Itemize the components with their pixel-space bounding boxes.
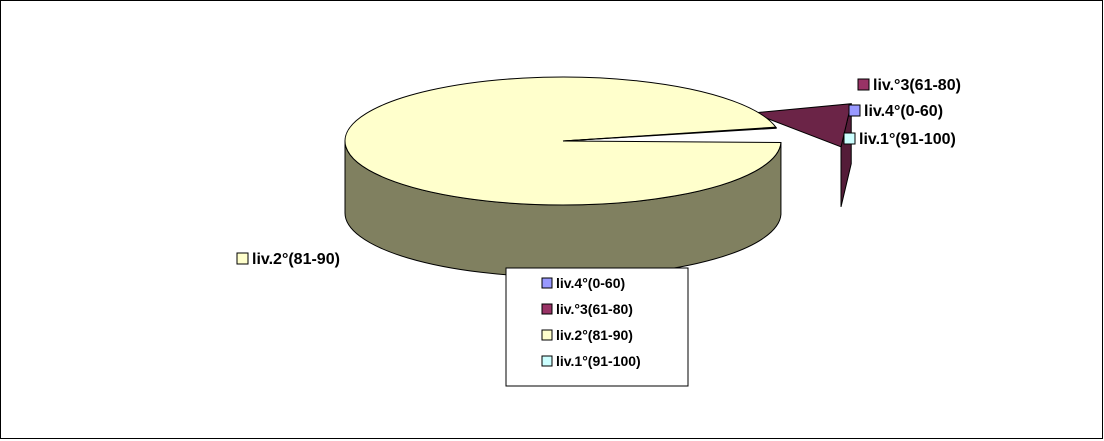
pie-layer [345, 77, 851, 277]
legend-swatch-liv-3-61-80 [542, 304, 552, 314]
callout-label-liv-1-91-100: liv.1°(91-100) [859, 131, 956, 148]
callout-swatch-liv-1-91-100 [844, 133, 855, 144]
slice-top-liv-2-81-90 [345, 77, 781, 205]
legend-label-liv-4-0-60: liv.4°(0-60) [556, 275, 625, 291]
legend-label-liv-2-81-90: liv.2°(81-90) [556, 327, 633, 343]
legend: liv.4°(0-60) liv.°3(61-80) liv.2°(81-90) li… [506, 268, 688, 386]
callout-swatch-liv-2-81-90 [237, 253, 248, 264]
legend-label-liv-3-61-80: liv.°3(61-80) [556, 301, 633, 317]
callout-label-liv-2-81-90: liv.2°(81-90) [252, 251, 340, 268]
legend-swatch-liv-4-0-60 [542, 278, 552, 288]
legend-swatch-liv-2-81-90 [542, 330, 552, 340]
callout-swatch-liv-3-61-80 [858, 79, 869, 90]
legend-swatch-liv-1-91-100 [542, 356, 552, 366]
callout-label-liv-3-61-80: liv.°3(61-80) [873, 77, 961, 94]
legend-label-liv-1-91-100: liv.1°(91-100) [556, 353, 641, 369]
callout-label-liv-4-0-60: liv.4°(0-60) [864, 103, 943, 120]
callout-swatch-liv-4-0-60 [849, 105, 860, 116]
